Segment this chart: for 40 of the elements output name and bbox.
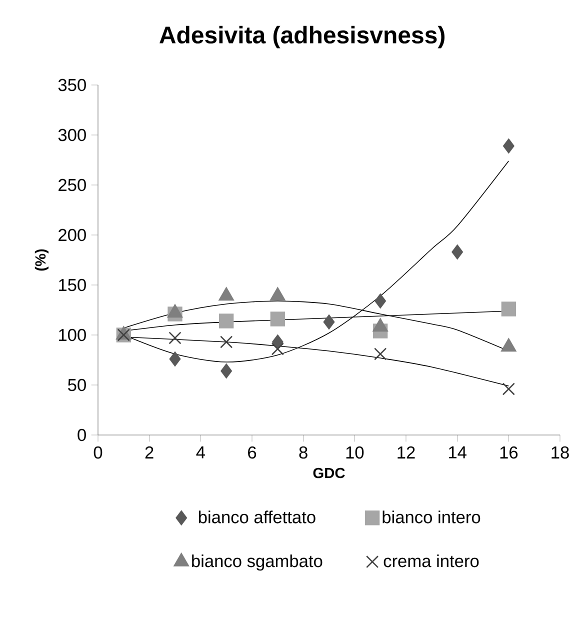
- legend-label: bianco affettato: [198, 510, 316, 524]
- y-tick-label: 250: [58, 178, 86, 192]
- point: [452, 244, 463, 260]
- x-tick-label: 14: [449, 446, 466, 458]
- x-tick-label: 0: [94, 446, 102, 459]
- y-tick-label: 300: [58, 128, 86, 142]
- point: [220, 364, 232, 378]
- point: [374, 294, 386, 308]
- point: [219, 314, 234, 328]
- point: [374, 348, 387, 360]
- y-tick-label: 100: [59, 328, 86, 342]
- x-tick-label: 6: [248, 446, 256, 459]
- point: [270, 312, 285, 326]
- point: [502, 382, 515, 396]
- x-tick-label: 8: [299, 446, 308, 459]
- point: [168, 332, 182, 344]
- x-tick-label: 10: [346, 446, 364, 459]
- chart-title: Adesivita (adhesisvness): [160, 26, 444, 48]
- legend-label: bianco intero: [382, 510, 480, 524]
- legend-label: bianco sgambato: [192, 554, 322, 571]
- point: [272, 334, 284, 350]
- x-axis-title: GDC: [313, 468, 345, 478]
- x-tick-label: 4: [196, 446, 205, 458]
- y-tick-label: 200: [58, 228, 86, 242]
- y-tick-label: 350: [58, 78, 86, 92]
- y-tick-label: 150: [59, 278, 86, 292]
- legend-label: crema intero: [384, 554, 479, 568]
- y-tick-label: 0: [78, 428, 86, 442]
- point: [220, 336, 233, 348]
- x-tick-label: 2: [145, 446, 154, 458]
- y-tick-label: 50: [68, 378, 86, 392]
- point: [271, 342, 284, 356]
- point: [502, 138, 514, 154]
- point: [323, 314, 335, 330]
- point: [169, 352, 181, 366]
- y-axis-title: (%): [34, 249, 49, 271]
- x-tick-label: 18: [552, 446, 569, 459]
- x-tick-label: 16: [500, 446, 518, 459]
- x-tick-label: 12: [398, 446, 415, 458]
- point: [501, 302, 516, 316]
